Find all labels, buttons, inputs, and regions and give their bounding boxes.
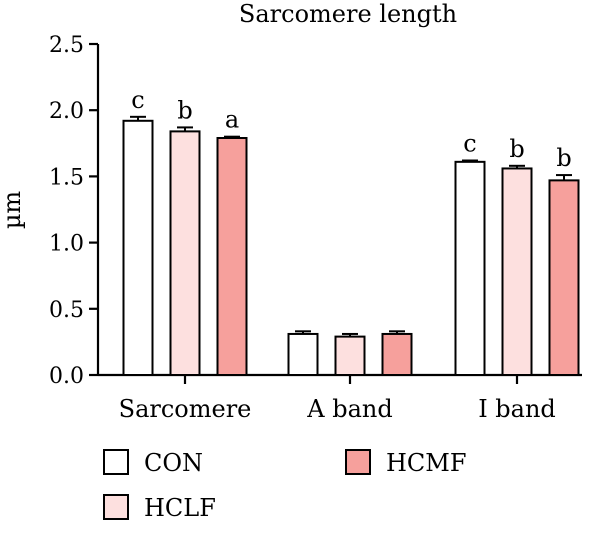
legend-swatch [345,449,371,475]
significance-label: c [131,86,144,114]
significance-label: b [177,96,192,124]
x-tick-label: Sarcomere [119,395,252,423]
y-tick-label: 2.0 [49,99,84,124]
bar [454,160,486,376]
bar [548,179,580,376]
bar [501,167,533,376]
x-tick-label: A band [306,395,392,423]
bar [169,130,201,376]
y-tick-label: 1.0 [49,232,84,257]
bar [216,137,248,376]
legend-label: CON [144,449,203,477]
y-tick-label: 0.5 [49,298,84,323]
x-axis: Sarcomere A band I band [98,373,582,423]
significance-label: c [463,130,476,158]
significance-label: a [225,106,239,134]
y-tick-label: 0.0 [49,364,84,389]
y-tick-label: 1.5 [49,165,84,190]
chart-title: Sarcomere length [239,0,457,28]
bar [381,332,413,376]
legend-swatch [103,494,129,520]
x-tick-label: I band [478,395,556,423]
bar [122,119,154,376]
bars: c b a c b b [122,86,580,377]
legend-swatch [103,449,129,475]
legend-label: HCMF [386,449,467,477]
y-tick-label: 2.5 [49,33,84,58]
bar [334,335,366,377]
bar [287,332,319,376]
significance-label: b [556,144,571,172]
y-axis-label: µm [0,191,26,230]
significance-label: b [509,135,524,163]
legend-label: HCLF [144,494,216,522]
legend: CON HCLF HCMF [103,449,467,522]
y-axis: 0.0 0.5 1.0 1.5 2.0 2.5 [49,33,100,389]
